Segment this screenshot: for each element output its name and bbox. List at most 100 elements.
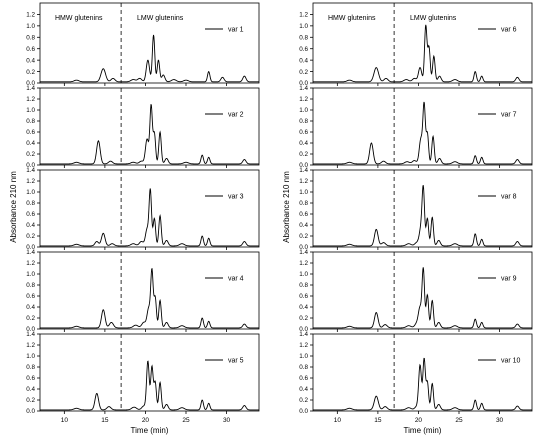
y-tick-label: 1.4 [26, 167, 35, 174]
y-tick-label: 1.2 [299, 342, 308, 349]
y-tick-label: 0.6 [26, 211, 35, 218]
panel-frame [39, 169, 260, 248]
y-tick-label: 0.6 [26, 46, 35, 53]
y-tick-label: 1.2 [299, 96, 308, 103]
x-tick-label: 20 [142, 417, 150, 424]
x-axis-label: Time (min) [404, 426, 442, 435]
y-tick-label: 0.4 [299, 304, 308, 311]
y-tick-label: 0.2 [299, 233, 308, 240]
panel-frame [312, 2, 533, 84]
y-tick-label: 1.0 [26, 353, 35, 360]
y-tick-label: 0.4 [299, 57, 308, 64]
y-tick-label: 0.2 [299, 397, 308, 404]
y-tick-label: 1.2 [26, 178, 35, 185]
y-tick-label: 0.4 [26, 57, 35, 64]
y-tick-label: 1.0 [299, 189, 308, 196]
y-tick-label: 1.2 [26, 260, 35, 267]
panel-frame [312, 169, 533, 248]
y-tick-label: 1.0 [299, 23, 308, 30]
legend-label: var 3 [228, 194, 244, 201]
x-tick-label: 25 [455, 417, 463, 424]
legend-label: var 2 [228, 112, 244, 119]
y-tick-label: 0.4 [299, 140, 308, 147]
legend-label: var 1 [228, 27, 244, 34]
legend-label: var 5 [228, 358, 244, 365]
series-line [40, 188, 259, 247]
panel-frame [39, 251, 260, 330]
x-tick-label: 30 [496, 417, 504, 424]
y-tick-label: 0.2 [26, 151, 35, 158]
x-tick-label: 15 [101, 417, 109, 424]
y-tick-label: 1.0 [26, 271, 35, 278]
y-tick-label: 1.4 [299, 167, 308, 174]
y-tick-label: 0.6 [26, 293, 35, 300]
y-tick-label: 0.8 [299, 364, 308, 371]
y-tick-label: 1.2 [26, 12, 35, 19]
y-tick-label: 0.0 [299, 244, 308, 251]
y-tick-label: 0.2 [26, 233, 35, 240]
y-tick-label: 0.0 [26, 408, 35, 415]
y-tick-label: 1.2 [26, 96, 35, 103]
y-tick-label: 0.6 [299, 46, 308, 53]
y-tick-label: 1.2 [26, 342, 35, 349]
y-tick-label: 0.8 [26, 118, 35, 125]
y-tick-label: 0.2 [299, 315, 308, 322]
panel-frame [39, 2, 260, 84]
y-tick-label: 1.4 [26, 85, 35, 92]
series-line [313, 24, 532, 83]
y-tick-label: 1.0 [26, 189, 35, 196]
series-line [313, 357, 532, 411]
y-tick-label: 1.4 [299, 249, 308, 256]
legend-label: var 10 [501, 358, 521, 365]
y-tick-label: 0.8 [299, 200, 308, 207]
y-tick-label: 0.2 [26, 69, 35, 76]
region-label-hmw: HMW glutenins [328, 15, 376, 22]
x-tick-label: 10 [61, 417, 69, 424]
x-tick-label: 25 [182, 417, 190, 424]
y-tick-label: 1.2 [299, 260, 308, 267]
y-tick-label: 0.8 [26, 364, 35, 371]
y-tick-label: 0.4 [26, 222, 35, 229]
legend-label: var 7 [501, 112, 517, 119]
series-line [40, 267, 259, 329]
y-axis-label: Absorbance 210 nm [282, 171, 291, 243]
series-line [313, 101, 532, 165]
y-tick-label: 1.4 [299, 85, 308, 92]
y-tick-label: 0.0 [26, 326, 35, 333]
y-tick-label: 0.6 [299, 129, 308, 136]
y-tick-label: 0.6 [299, 293, 308, 300]
y-tick-label: 1.2 [299, 12, 308, 19]
panel-frame [39, 87, 260, 166]
y-tick-label: 0.0 [299, 80, 308, 87]
y-tick-label: 0.4 [26, 140, 35, 147]
region-label-hmw: HMW glutenins [55, 15, 103, 22]
y-tick-label: 0.6 [299, 375, 308, 382]
series-line [40, 360, 259, 411]
y-tick-label: 0.0 [26, 80, 35, 87]
panel-frame [312, 333, 533, 412]
y-tick-label: 0.2 [299, 151, 308, 158]
x-axis-label: Time (min) [131, 426, 169, 435]
region-label-lmw: LMW glutenins [137, 15, 184, 22]
y-tick-label: 1.4 [299, 331, 308, 338]
legend-label: var 4 [228, 276, 244, 283]
y-tick-label: 0.0 [299, 408, 308, 415]
y-axis-label: Absorbance 210 nm [9, 171, 18, 243]
y-tick-label: 1.4 [26, 249, 35, 256]
y-tick-label: 1.4 [26, 331, 35, 338]
y-tick-label: 0.4 [26, 386, 35, 393]
y-tick-label: 0.6 [26, 375, 35, 382]
x-tick-label: 20 [415, 417, 423, 424]
y-tick-label: 1.0 [26, 23, 35, 30]
legend-label: var 9 [501, 276, 517, 283]
y-tick-label: 0.0 [26, 162, 35, 169]
y-tick-label: 0.0 [299, 162, 308, 169]
y-tick-label: 1.0 [26, 107, 35, 114]
x-tick-label: 10 [334, 417, 342, 424]
y-tick-label: 0.8 [299, 118, 308, 125]
y-tick-label: 0.2 [299, 69, 308, 76]
y-tick-label: 0.2 [26, 397, 35, 404]
y-tick-label: 0.8 [299, 34, 308, 41]
y-tick-label: 0.8 [26, 282, 35, 289]
